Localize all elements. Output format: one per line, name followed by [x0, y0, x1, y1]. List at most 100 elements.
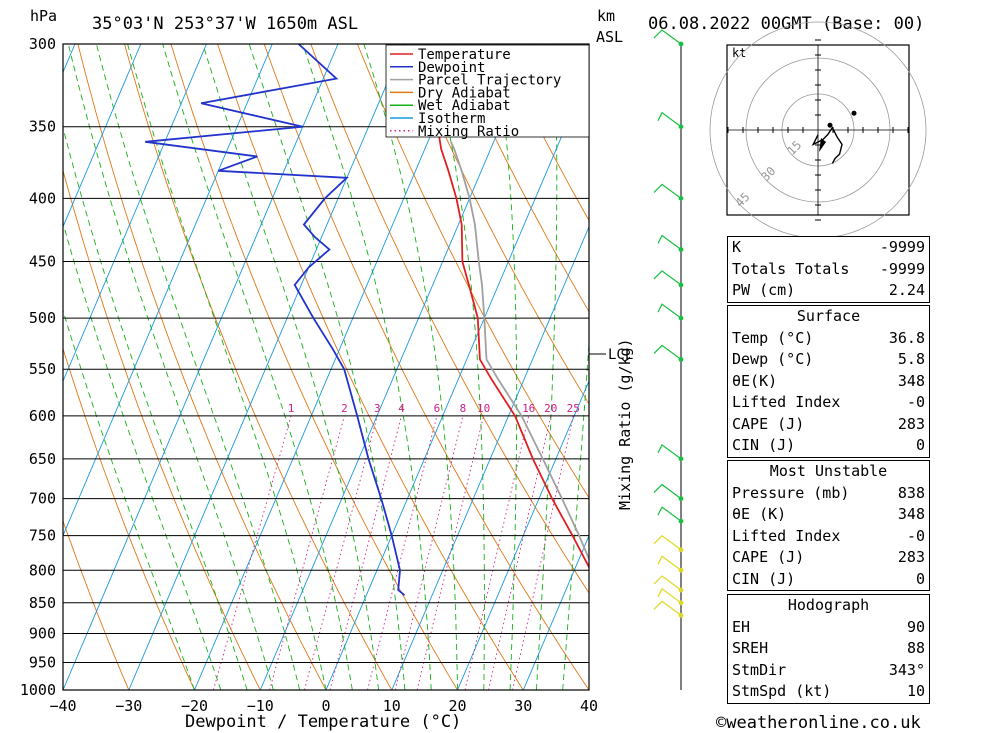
legend-entry: Mixing Ratio — [418, 124, 519, 140]
pressure-tick-label: 500 — [29, 309, 56, 327]
mixing-ratio-label: 1 — [288, 402, 295, 415]
mixing-ratio-line — [512, 415, 574, 690]
wind-barb — [653, 535, 682, 551]
wet-adiabat-line — [562, 337, 589, 690]
pressure-tick-label: 650 — [29, 450, 56, 468]
most-unstable-table: Most Unstable Pressure (mb) 838 θE (K) 348… — [727, 460, 930, 591]
mixing-ratio-line — [394, 415, 464, 690]
temperature-tick-label: 20 — [448, 697, 466, 715]
wet-adiabat-line — [535, 44, 558, 690]
isotherm-line — [259, 44, 536, 690]
wet-adiabats — [63, 44, 589, 690]
wind-barb — [653, 483, 682, 500]
wet-adiabat-line — [248, 44, 406, 690]
mixing-ratio-line — [303, 415, 378, 690]
mixing-ratio-axis-title: Mixing Ratio (g/kg) — [616, 338, 634, 510]
legend-entry: Parcel Trajectory — [418, 73, 561, 89]
mixing-ratio-line — [416, 415, 485, 690]
dry-adiabat-line — [403, 44, 589, 405]
km-label: km — [597, 7, 615, 25]
wind-barb — [657, 303, 682, 319]
pressure-tick-label: 900 — [29, 624, 56, 642]
pressure-tick-label: 800 — [29, 561, 56, 579]
mixing-ratio-label: 3 — [374, 402, 381, 415]
hodograph-title: Hodograph — [787, 596, 870, 614]
isotherm-line — [457, 379, 589, 690]
isotherm-line — [63, 44, 207, 383]
wind-barb — [657, 443, 682, 460]
plot-frame — [62, 43, 590, 691]
wet-adiabat-line — [127, 44, 327, 690]
pressure-tick-label: 850 — [29, 594, 56, 612]
pressure-tick-label: 400 — [29, 189, 56, 207]
hodograph-point — [827, 122, 833, 128]
legend-entry: Dry Adiabat — [418, 85, 511, 101]
mixing-ratio-label: 16 — [522, 402, 535, 415]
wind-barb — [657, 555, 682, 571]
mu-row: Pressure (mb) 838 — [732, 483, 925, 502]
copyright: ©weatheronline.co.uk — [716, 713, 921, 733]
index-row-k: K -9999 — [732, 238, 925, 256]
index-row-pw: PW (cm) 2.24 — [732, 281, 925, 299]
pressure-tick-label: 600 — [29, 407, 56, 425]
pressure-tick-label: 1000 — [20, 681, 56, 699]
pressure-tick-label: 450 — [29, 253, 56, 271]
isotherm-line — [325, 71, 589, 690]
temperature-tick-label: −40 — [49, 697, 76, 715]
isotherms — [63, 44, 589, 690]
mixing-ratio-line — [329, 415, 402, 690]
parcel-trajectory-line — [450, 141, 589, 562]
hodograph-point — [851, 110, 857, 116]
legend-entry: Dewpoint — [418, 60, 485, 76]
legend-entry: Wet Adiabat — [418, 98, 511, 114]
location-title: 35°03'N 253°37'W 1650m ASL — [92, 14, 358, 34]
mixing-ratio-label: 8 — [460, 402, 467, 415]
mixing-ratio-line — [367, 415, 438, 690]
wind-barb — [653, 600, 682, 616]
dry-adiabat-line — [263, 44, 589, 690]
hodo-row: StmSpd (kt) 10 — [732, 682, 925, 700]
pressure-unit-label: hPa — [30, 7, 57, 25]
wet-adiabat-line — [429, 44, 485, 690]
mixing-ratio-label: 2 — [341, 402, 348, 415]
temperature-tick-label: 30 — [514, 697, 532, 715]
isotherm-line — [63, 44, 142, 228]
wind-barb — [653, 270, 682, 286]
surface-row: Lifted Index -0 — [732, 393, 925, 411]
surface-row: CAPE (J) 283 — [732, 414, 925, 433]
wind-barb — [657, 506, 682, 522]
lcl-label: LCL — [608, 347, 633, 363]
isotherm-line — [391, 225, 589, 690]
wind-barbs — [653, 29, 684, 618]
isotherm-line — [194, 44, 470, 690]
pressure-tick-labels: 300 350 400 450 500 550 600 650 700 750 800 850 900 9… — [20, 35, 56, 699]
temperature-tick-label: 0 — [321, 697, 330, 715]
dry-adiabat-line — [63, 519, 130, 690]
hodo-row: EH 90 — [732, 617, 925, 636]
mixing-ratio-label: 4 — [398, 402, 405, 415]
wet-adiabat-line — [63, 126, 248, 690]
mu-row: CAPE (J) 283 — [732, 548, 925, 566]
storm-motion-arrow — [819, 138, 826, 152]
mixing-ratio-line — [212, 415, 292, 690]
surface-table: Surface Temp (°C) 36.8 Dewp (°C) 5.8 θE(K)… — [727, 305, 930, 458]
asl-label: ASL — [596, 28, 623, 46]
x-axis-title: Dewpoint / Temperature (°C) — [185, 712, 461, 732]
temperature-tick-labels: −40 −30 −20 −10 0 10 20 30 40 — [49, 697, 598, 715]
pressure-tick-label: 700 — [29, 490, 56, 508]
mixing-ratio-label: 20 — [544, 402, 557, 415]
wind-barb — [653, 575, 682, 591]
wet-adiabat-line — [363, 44, 458, 690]
pressure-tick-label: 300 — [29, 35, 56, 53]
index-row-totals: Totals Totals -9999 — [732, 259, 925, 278]
surface-row: θE(K) 348 — [732, 371, 925, 390]
mixing-ratio-line — [269, 415, 345, 690]
surface-row: CIN (J) 0 — [732, 436, 925, 454]
temperature-tick-label: −10 — [247, 697, 274, 715]
dewpoint-line — [145, 44, 406, 596]
temperature-tick-label: 10 — [383, 697, 401, 715]
wet-adiabat-line — [494, 44, 518, 690]
mixing-ratio-labels: 1 2 3 4 6 8 10 16 20 25 — [288, 402, 580, 415]
